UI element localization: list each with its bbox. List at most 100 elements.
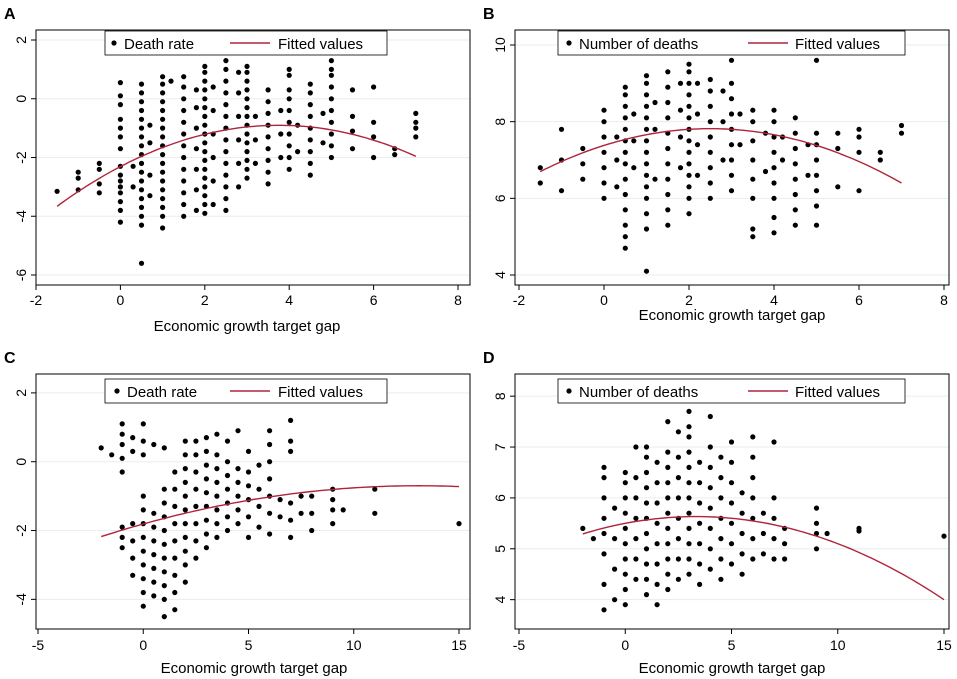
data-point-a-16-1 xyxy=(252,137,258,143)
y-tick-label-b-1: 6 xyxy=(492,194,508,202)
data-point-c-8-1 xyxy=(182,562,188,568)
data-point-a-23-0 xyxy=(328,154,334,161)
data-point-d-8-0 xyxy=(665,586,671,593)
data-point-c-15-1 xyxy=(256,503,262,509)
data-point-d-10-1 xyxy=(686,556,692,562)
data-point-d-13-1 xyxy=(718,556,724,562)
chart-marks-a xyxy=(36,39,470,276)
data-point-d-4-1 xyxy=(622,586,628,593)
data-point-d-8-9 xyxy=(665,449,671,455)
data-point-a-21-7 xyxy=(307,90,313,96)
data-point-c-21-2 xyxy=(330,497,336,503)
data-point-a-10-1 xyxy=(193,187,199,193)
data-point-d-10-0 xyxy=(686,571,692,577)
data-point-c-3-5 xyxy=(130,435,136,441)
data-point-a-5-2 xyxy=(138,213,145,219)
data-point-d-20-2 xyxy=(813,520,820,526)
data-point-d-16-2 xyxy=(750,515,756,521)
x-tick-label-d-2: 5 xyxy=(728,637,736,653)
data-point-c-9-6 xyxy=(193,452,199,458)
legend-line-label-c: Fitted values xyxy=(278,384,363,401)
data-point-b-15-8 xyxy=(728,57,735,63)
x-axis-label-d: Economic growth target gap xyxy=(639,660,826,677)
data-point-d-18-2 xyxy=(771,515,777,521)
data-point-b-13-6 xyxy=(707,103,713,109)
data-point-d-7-1 xyxy=(654,581,660,588)
data-point-c-3-1 xyxy=(130,555,136,561)
data-point-b-7-0 xyxy=(643,268,650,274)
data-point-a-1-1 xyxy=(75,175,81,181)
data-point-a-7-16 xyxy=(160,81,166,87)
data-point-a-27-3 xyxy=(413,110,419,116)
chart-marks-d xyxy=(515,395,949,601)
data-point-c-16-3 xyxy=(267,476,273,482)
data-point-a-19-9 xyxy=(286,66,292,72)
data-point-d-3-3 xyxy=(612,505,618,511)
data-point-c-11-4 xyxy=(214,479,220,485)
panel-a: A Economic growth target gap xyxy=(4,6,471,335)
data-point-c-4-2 xyxy=(140,576,146,582)
data-point-c-14-4 xyxy=(245,469,252,475)
data-point-b-22-0 xyxy=(805,172,811,178)
data-point-b-26-0 xyxy=(877,157,883,163)
data-point-d-9-4 xyxy=(675,495,682,501)
data-point-c-12-6 xyxy=(224,438,231,444)
data-point-a-3-4 xyxy=(117,184,123,190)
data-point-c-6-4 xyxy=(161,555,167,561)
data-point-a-19-2 xyxy=(286,143,292,149)
data-point-b-23-0 xyxy=(813,222,820,228)
data-point-b-10-2 xyxy=(677,107,684,113)
data-point-d-5-6 xyxy=(633,444,639,450)
x-tick-label-d-4: 15 xyxy=(936,637,952,653)
data-point-c-4-10 xyxy=(140,438,146,444)
data-point-c-9-1 xyxy=(193,538,199,544)
data-point-b-17-2 xyxy=(750,195,756,201)
data-point-b-10-3 xyxy=(677,80,684,86)
data-point-a-5-13 xyxy=(138,116,145,122)
data-point-b-9-4 xyxy=(665,161,671,167)
data-point-d-9-1 xyxy=(675,556,682,562)
data-point-d-12-1 xyxy=(707,546,713,552)
data-point-c-12-3 xyxy=(224,486,231,492)
data-point-a-3-3 xyxy=(117,190,123,196)
data-point-c-10-1 xyxy=(203,531,209,537)
data-point-c-3-0 xyxy=(130,572,136,578)
data-point-a-11-16 xyxy=(202,69,208,75)
data-point-d-18-3 xyxy=(771,495,777,501)
data-point-c-10-0 xyxy=(203,545,209,551)
data-point-a-5-11 xyxy=(138,134,145,140)
data-point-c-16-1 xyxy=(267,510,273,516)
data-point-b-14-1 xyxy=(720,119,726,125)
data-point-d-9-7 xyxy=(675,429,682,435)
data-point-b-5-1 xyxy=(622,234,628,240)
data-point-d-4-3 xyxy=(622,556,628,562)
data-point-a-2-3 xyxy=(96,160,102,166)
data-point-a-13-10 xyxy=(223,90,229,96)
data-point-a-9-11 xyxy=(181,84,187,90)
data-point-b-9-0 xyxy=(665,222,671,228)
data-point-c-7-8 xyxy=(172,469,178,475)
data-point-d-4-0 xyxy=(622,602,628,608)
data-point-c-6-8 xyxy=(161,500,167,506)
data-point-d-7-0 xyxy=(654,602,660,608)
data-point-b-18-0 xyxy=(762,168,769,175)
data-point-b-6-1 xyxy=(631,138,637,144)
data-point-a-3-5 xyxy=(117,178,123,184)
data-point-c-12-1 xyxy=(224,514,231,520)
data-point-d-14-2 xyxy=(728,520,735,526)
data-point-a-15-12 xyxy=(244,69,250,75)
y-tick-label-b-3: 10 xyxy=(492,37,508,53)
data-point-b-24-0 xyxy=(835,184,841,190)
data-point-a-12-4 xyxy=(210,107,216,114)
data-point-c-7-6 xyxy=(172,503,178,509)
data-point-a-9-4 xyxy=(181,166,187,172)
data-point-a-14-0 xyxy=(236,184,242,190)
data-point-c-13-0 xyxy=(235,521,241,527)
data-point-d-14-3 xyxy=(728,500,735,506)
data-point-c-6-6 xyxy=(161,527,167,534)
data-point-a-7-6 xyxy=(160,169,166,175)
data-point-b-7-7 xyxy=(643,149,650,155)
data-point-d-8-2 xyxy=(665,556,671,562)
data-point-c-2-3 xyxy=(119,469,125,475)
